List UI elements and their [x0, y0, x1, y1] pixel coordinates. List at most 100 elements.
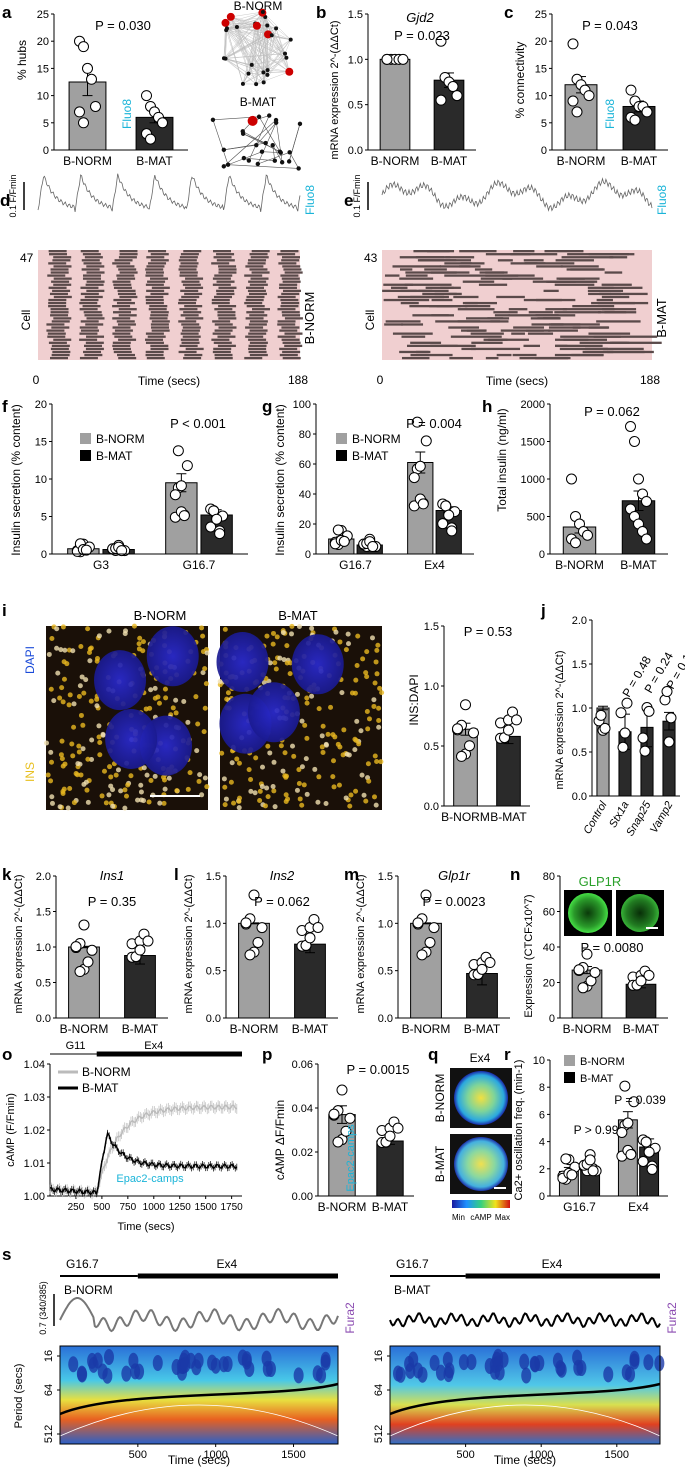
ins-signal: [97, 739, 103, 745]
x-tick-label: 500: [456, 1449, 474, 1461]
ins-signal: [162, 686, 168, 692]
raster-event: [545, 308, 567, 311]
network-edge: [226, 28, 287, 58]
stim-label: G16.7: [396, 1257, 429, 1271]
raster-event: [281, 301, 300, 305]
raster-event: [555, 344, 603, 348]
raster-event: [52, 259, 71, 262]
raster-event: [601, 295, 630, 299]
data-point: [566, 473, 577, 485]
raster-event: [180, 332, 199, 335]
dapi-nucleus: [291, 634, 344, 695]
data-point: [452, 723, 463, 735]
wavelet-blob: [621, 1364, 632, 1381]
raster-event: [180, 338, 199, 341]
ins-signal: [157, 800, 163, 806]
raster-event: [216, 253, 235, 256]
image-label: B-NORM: [134, 608, 187, 623]
reporter-label: Epac2-camps: [345, 1124, 357, 1192]
raster-event: [82, 305, 101, 308]
wavelet-blob: [207, 1354, 218, 1371]
ins-signal: [217, 679, 223, 685]
y-tick-label: 0.0: [348, 145, 363, 157]
network-node: [261, 80, 266, 85]
ins-signal: [336, 782, 342, 788]
raster-event: [216, 280, 235, 283]
network-node: [278, 150, 283, 155]
raster-event: [213, 341, 232, 344]
network-node: [221, 164, 227, 169]
axis-label: mRNA expression 2^-(ΔΔCt): [183, 874, 195, 1013]
data-point: [304, 932, 316, 944]
ins-signal: [144, 772, 150, 778]
raster-event: [249, 353, 268, 357]
raster-event: [179, 256, 198, 259]
ins-signal: [224, 696, 230, 702]
network-edge: [223, 119, 277, 167]
p-value: P = 0.0015: [346, 1062, 409, 1077]
raster-event: [508, 308, 528, 311]
ins-signal: [96, 633, 102, 639]
camp-cell: [454, 1137, 508, 1191]
raster-event: [148, 250, 167, 253]
ins-signal: [283, 798, 289, 804]
raster-event: [284, 317, 303, 320]
ins-signal: [364, 674, 370, 680]
raster-event: [404, 283, 452, 286]
y-tick-label: 40: [543, 942, 555, 954]
raster-event: [145, 283, 164, 286]
ins-signal: [113, 772, 119, 778]
ins-signal: [353, 677, 359, 683]
raster-event: [494, 314, 510, 317]
ins-signal: [100, 731, 106, 737]
y-tick-label: 0.5: [206, 966, 221, 978]
ins-signal: [294, 691, 300, 697]
raster-event: [548, 326, 581, 329]
ins-signal: [62, 647, 68, 653]
data-point: [643, 969, 655, 981]
ins-signal: [284, 660, 290, 666]
ins-signal: [202, 775, 208, 781]
x-tick-label: 1500: [281, 1449, 305, 1461]
y-tick-label: 5: [43, 118, 49, 130]
x-tick-label: B-MAT: [372, 1200, 409, 1214]
image-title: Ex4: [470, 1051, 491, 1065]
data-point: [332, 1136, 344, 1148]
network-edge: [226, 29, 287, 58]
data-point: [205, 521, 217, 533]
y-tick-label: 2.0: [36, 871, 51, 883]
ins-signal: [58, 647, 64, 653]
network-edge: [257, 152, 290, 165]
raster-event: [118, 314, 137, 317]
raster-event: [112, 347, 131, 351]
raster-event: [118, 256, 137, 259]
raster-event: [183, 356, 202, 360]
raster-event: [383, 283, 413, 286]
y-tick-label: 1.04: [24, 1059, 45, 1071]
ins-signal: [195, 721, 201, 727]
raster-event: [560, 265, 599, 268]
ins-signal: [366, 778, 372, 784]
ins-signal: [236, 805, 242, 811]
raster-event: [248, 347, 267, 351]
axis-label: Time (secs): [138, 374, 200, 388]
raster-event: [471, 341, 503, 344]
p-value: P = 0.043: [582, 18, 638, 33]
raster-event: [282, 289, 301, 293]
data-point: [456, 750, 467, 762]
raster-event: [250, 277, 269, 280]
dapi-nucleus: [146, 626, 199, 687]
raster-event: [560, 335, 610, 338]
ins-signal: [294, 787, 300, 793]
data-point: [641, 533, 652, 545]
y-tick-label: 0: [539, 549, 545, 561]
ins-signal: [331, 758, 337, 764]
raster-event: [212, 277, 231, 280]
x-tick-label: 0: [33, 373, 40, 387]
panel-letter: s: [2, 1245, 11, 1264]
raster-event: [218, 271, 237, 274]
ins-signal: [365, 726, 371, 732]
raster-event: [400, 289, 417, 293]
panel-letter: n: [510, 865, 520, 884]
raster-event: [217, 314, 236, 317]
